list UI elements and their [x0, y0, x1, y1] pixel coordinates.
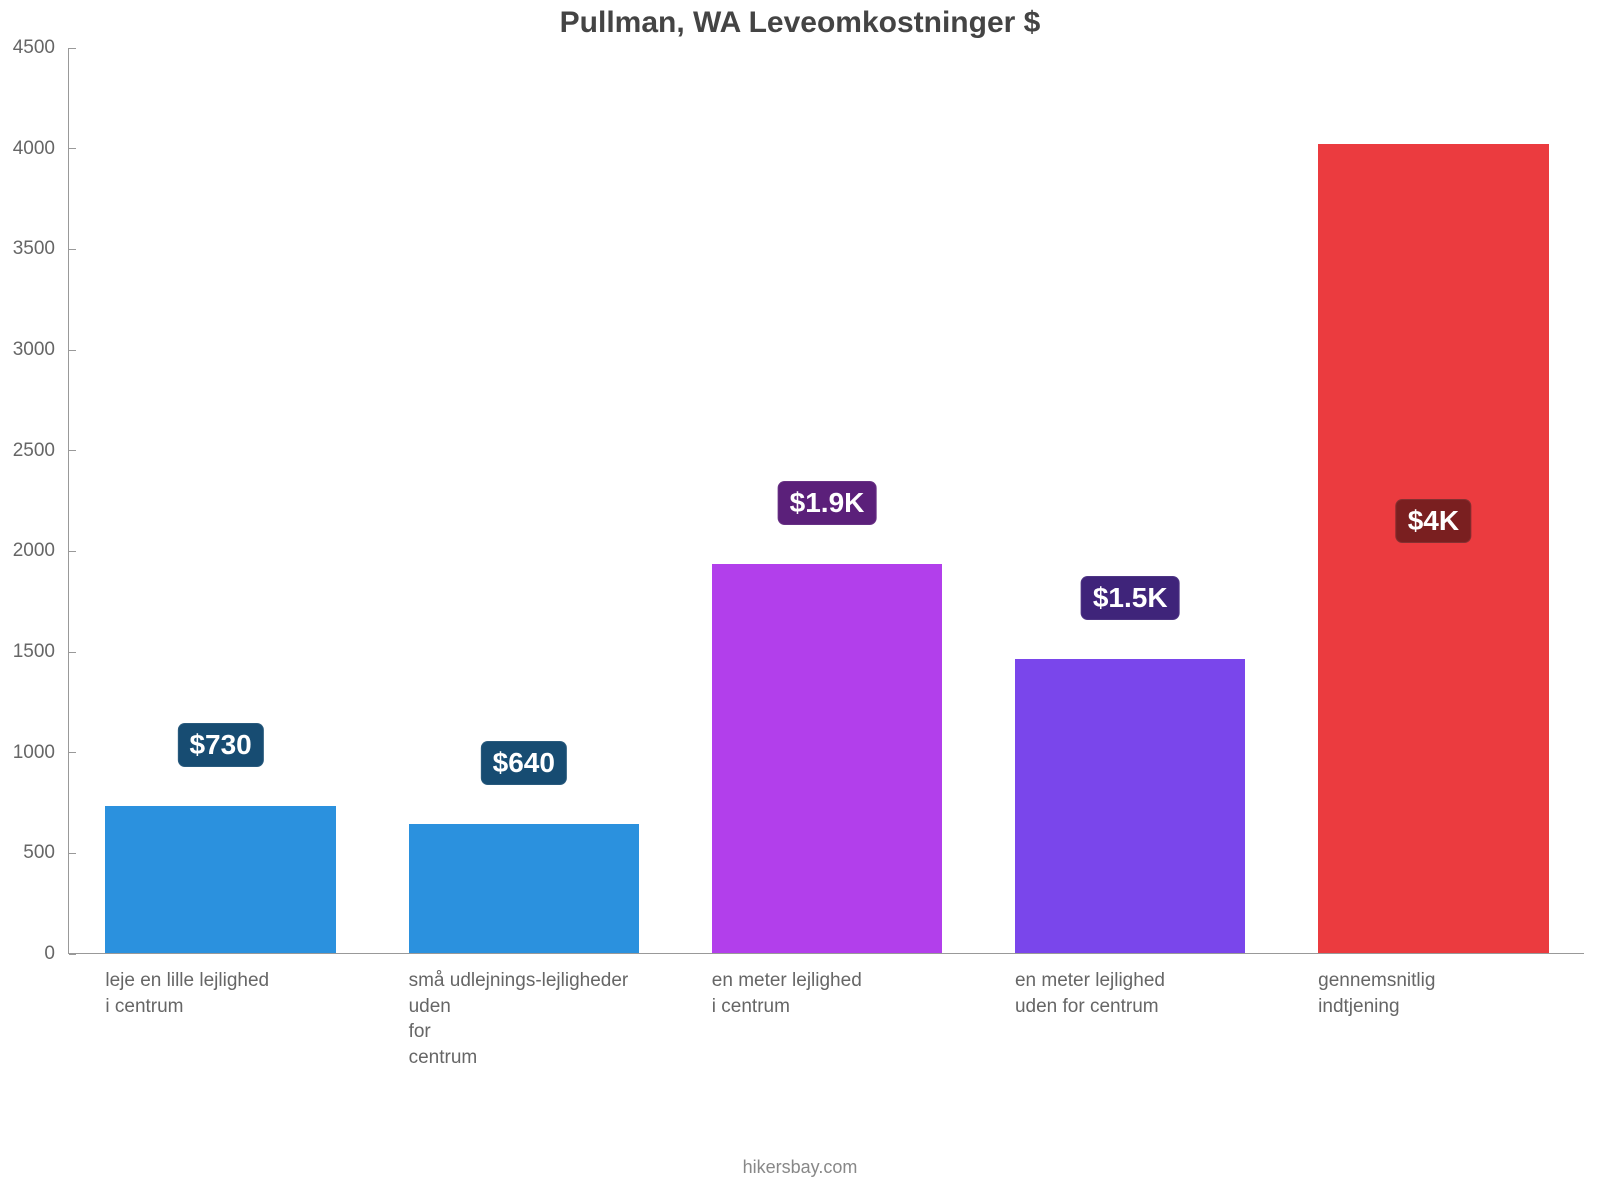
- plot-area: 050010001500200025003000350040004500$730…: [68, 48, 1584, 954]
- y-tick: [69, 450, 76, 451]
- y-tick: [69, 752, 76, 753]
- y-tick: [69, 48, 76, 49]
- bar: [1015, 659, 1245, 953]
- y-tick-label: 1500: [13, 641, 55, 663]
- x-category-label: gennemsnitlig indtjening: [1318, 968, 1548, 1019]
- bar: [1318, 144, 1548, 953]
- y-tick: [69, 954, 76, 955]
- bar-value-label: $4K: [1396, 499, 1471, 543]
- y-tick: [69, 551, 76, 552]
- y-tick-label: 1000: [13, 742, 55, 764]
- y-tick: [69, 350, 76, 351]
- cost-of-living-chart: Pullman, WA Leveomkostninger $ 050010001…: [0, 0, 1600, 1200]
- y-tick-label: 2500: [13, 440, 55, 462]
- y-tick-label: 4500: [13, 37, 55, 59]
- y-tick: [69, 249, 76, 250]
- y-tick-label: 4000: [13, 138, 55, 160]
- x-category-label: en meter lejlighed i centrum: [712, 968, 942, 1019]
- y-tick: [69, 652, 76, 653]
- y-tick-label: 3000: [13, 339, 55, 361]
- x-category-label: små udlejnings-lejligheder uden for cent…: [409, 968, 639, 1071]
- y-tick-label: 500: [23, 842, 55, 864]
- bar: [409, 824, 639, 953]
- y-tick-label: 2000: [13, 540, 55, 562]
- bar-value-label: $1.5K: [1081, 576, 1180, 620]
- bar: [712, 564, 942, 953]
- bar-value-label: $640: [481, 741, 567, 785]
- bar: [105, 806, 335, 953]
- chart-caption: hikersbay.com: [743, 1157, 858, 1178]
- y-tick: [69, 148, 76, 149]
- bar-value-label: $730: [177, 723, 263, 767]
- chart-title: Pullman, WA Leveomkostninger $: [560, 6, 1041, 40]
- bar-value-label: $1.9K: [778, 481, 877, 525]
- y-tick-label: 3500: [13, 238, 55, 260]
- x-category-label: leje en lille lejlighed i centrum: [105, 968, 335, 1019]
- x-category-label: en meter lejlighed uden for centrum: [1015, 968, 1245, 1019]
- y-tick: [69, 853, 76, 854]
- y-tick-label: 0: [44, 943, 55, 965]
